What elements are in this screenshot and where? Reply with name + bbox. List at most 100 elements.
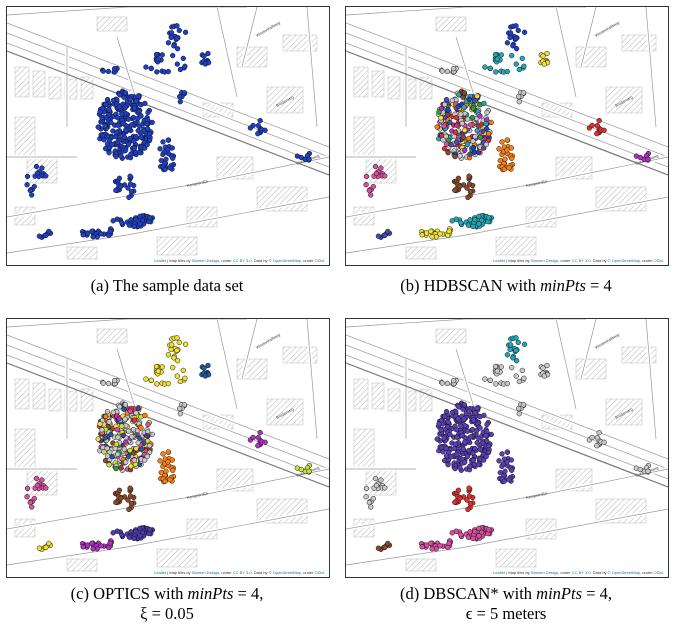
data-point [119,423,125,429]
data-point [513,61,519,67]
odbl-link[interactable]: ODbL [653,258,664,263]
data-point [482,64,488,70]
data-point [135,405,141,411]
data-point [452,153,458,160]
odbl-link[interactable]: ODbL [653,570,664,575]
data-point [370,495,376,502]
data-point [170,155,176,161]
data-point [145,109,151,116]
caption-suffix: = 4, [233,584,264,603]
data-point [43,485,49,491]
data-point [443,408,450,415]
data-point [144,432,150,439]
data-point [460,134,467,140]
building-footprint [14,116,36,158]
map-panel-b: WestenhellwegBrüderwegKampstraßeOstenhel… [345,6,669,266]
data-point [470,138,476,144]
data-point [470,535,476,542]
stamen-link[interactable]: Stamen Design [530,258,559,263]
data-point [540,365,546,371]
data-point [645,468,651,474]
leaflet-link[interactable]: Leaflet [154,570,167,575]
stamen-link[interactable]: Stamen Design [530,570,559,575]
data-point [126,506,132,513]
data-point [455,104,461,110]
data-point [110,218,116,224]
data-point [372,163,379,170]
data-point [455,175,462,181]
data-point [257,429,263,436]
road [116,348,138,415]
data-point [80,232,86,238]
data-point [29,504,35,510]
data-point [182,341,189,347]
data-point [499,139,505,145]
data-point [36,545,43,551]
road [346,468,668,530]
osm-link[interactable]: © OpenStreetMap [268,258,301,263]
osm-link[interactable]: © OpenStreetMap [268,570,301,575]
data-point [516,66,523,73]
data-point [498,364,504,370]
data-point [544,362,550,369]
data-point [474,405,480,411]
data-point [445,462,451,468]
data-point [487,377,493,383]
building-footprint [405,558,437,572]
data-point [456,404,462,410]
road [346,156,668,218]
data-point [127,447,133,454]
data-point [466,96,472,102]
data-point [113,129,120,135]
data-point [99,115,105,121]
data-point [467,463,473,469]
data-point [442,413,448,420]
data-point [464,141,471,147]
leaflet-link[interactable]: Leaflet [493,570,506,575]
caption-line2: ξ = 0.05 [140,604,194,623]
data-point [142,457,148,463]
attribution-text: | Map tiles by [505,570,531,575]
data-point [165,40,172,46]
leaflet-link[interactable]: Leaflet [493,258,506,263]
data-point [506,477,512,483]
data-point [370,183,376,190]
odbl-link[interactable]: ODbL [314,570,325,575]
data-point [483,120,489,127]
data-point [457,495,463,501]
map-panel-d: WestenhellwegBrüderwegKampstraßeOstenhel… [345,318,669,578]
road [346,508,668,566]
data-point [127,135,133,142]
data-point [481,457,487,463]
attribution-text: , under [219,258,233,263]
ccby-link[interactable]: CC BY 3.0 [232,570,252,575]
data-point [476,221,482,227]
ccby-link[interactable]: CC BY 3.0 [571,570,591,575]
stamen-link[interactable]: Stamen Design [191,258,220,263]
data-point [106,107,112,113]
ccby-link[interactable]: CC BY 3.0 [232,258,252,263]
osm-link[interactable]: © OpenStreetMap [607,570,640,575]
data-point [513,23,519,29]
road [580,319,597,380]
odbl-link[interactable]: ODbL [314,258,325,263]
ccby-link[interactable]: CC BY 3.0 [571,258,591,263]
leaflet-link[interactable]: Leaflet [154,258,167,263]
data-point [127,96,133,102]
data-point [472,410,478,416]
road [645,319,657,440]
data-point [513,335,519,341]
stamen-link[interactable]: Stamen Design [191,570,220,575]
data-point [439,380,445,386]
data-point [385,228,391,235]
caption-text: (c) OPTICS with [70,584,188,603]
data-point [477,446,483,452]
road [346,334,668,460]
data-point [492,51,499,58]
data-point [177,378,184,385]
osm-link[interactable]: © OpenStreetMap [607,258,640,263]
attribution-text: . Data by [251,258,269,263]
data-point [465,194,471,201]
data-point [459,432,465,439]
data-point [165,459,171,465]
